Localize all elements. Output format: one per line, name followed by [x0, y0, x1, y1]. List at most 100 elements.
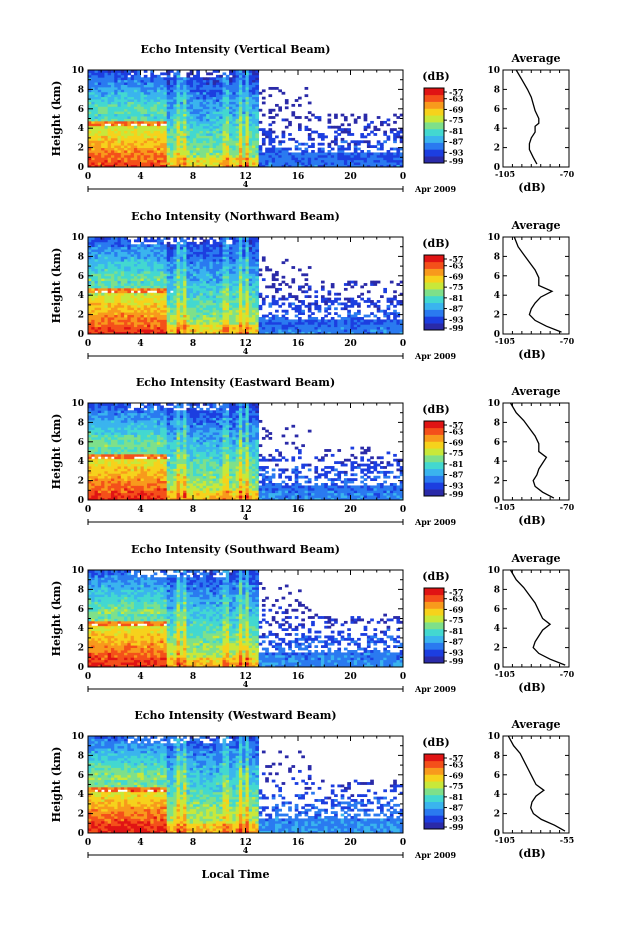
heatmap-cell [324, 331, 328, 335]
heatmap-cell [130, 270, 135, 274]
heatmap-cell [101, 70, 105, 73]
heatmap-cell [222, 270, 227, 274]
heatmap-cell [114, 261, 118, 265]
heatmap-cell [124, 270, 128, 274]
heatmap-cell [222, 258, 227, 262]
heatmap-cell [120, 300, 125, 303]
heatmap-cell [314, 319, 319, 323]
heatmap-cell [88, 140, 92, 144]
heatmap-cell [209, 91, 214, 95]
heatmap-cell [170, 307, 174, 311]
heatmap-cell [215, 273, 220, 277]
heatmap-cell [320, 280, 325, 284]
heatmap-cell [189, 314, 194, 318]
profile-frame [502, 69, 570, 168]
heatmap-cell [196, 300, 200, 303]
heatmap-cell [114, 135, 118, 139]
heatmap-cell [193, 280, 197, 284]
heatmap-cell [150, 304, 155, 308]
heatmap-cell [97, 111, 102, 115]
heatmap-cell [337, 159, 342, 163]
heatmap-cell [153, 321, 158, 325]
heatmap-cell [225, 79, 230, 83]
heatmap-cell [104, 82, 109, 85]
heatmap-cell [94, 321, 99, 325]
heatmap-cell [229, 77, 233, 81]
heatmap-cell [179, 164, 184, 168]
heatmap-cell [193, 307, 197, 311]
heatmap-cell [196, 326, 200, 330]
heatmap-cell [193, 300, 197, 303]
heatmap-cell [117, 128, 122, 132]
heatmap-cell [215, 331, 220, 335]
heatmap-cell [219, 86, 223, 90]
heatmap-cell [196, 150, 200, 153]
heatmap-cell [140, 116, 145, 119]
heatmap-cell [304, 152, 309, 156]
heatmap-cell [101, 125, 105, 129]
heatmap-cell [107, 140, 112, 144]
heatmap-cell [281, 261, 286, 265]
heatmap-cell [153, 103, 158, 107]
heatmap-cell [399, 159, 404, 163]
heatmap-cell [166, 297, 171, 301]
heatmap-cell [209, 154, 214, 158]
heatmap-cell [357, 142, 361, 146]
heatmap-cell [91, 317, 95, 320]
heatmap-cell [173, 147, 177, 151]
heatmap-cell [232, 302, 237, 306]
heatmap-cell [104, 135, 109, 139]
heatmap-cell [281, 314, 286, 318]
heatmap-cell [189, 302, 194, 306]
heatmap-cell [110, 152, 115, 156]
heatmap-cell [110, 72, 115, 76]
heatmap-cell [284, 159, 289, 163]
heatmap-cell [317, 319, 322, 323]
heatmap-cell [324, 154, 328, 158]
heatmap-cell [124, 147, 128, 151]
heatmap-cell [307, 304, 312, 308]
heatmap-cell [235, 108, 240, 112]
heatmap-cell [114, 237, 118, 240]
heatmap-cell [219, 321, 223, 325]
heatmap-cell [120, 72, 125, 76]
heatmap-cell [140, 135, 145, 139]
heatmap-cell [107, 329, 112, 332]
heatmap-cell [232, 125, 237, 129]
heatmap-cell [133, 258, 138, 262]
heatmap-cell [199, 162, 204, 165]
heatmap-cell [107, 133, 112, 136]
heatmap-cell [261, 297, 266, 301]
heatmap-cell [206, 86, 210, 90]
heatmap-cell [173, 300, 177, 303]
heatmap-cell [304, 164, 309, 168]
heatmap-cell [278, 162, 282, 165]
heatmap-cell [222, 256, 227, 260]
heatmap-cell [183, 135, 187, 139]
heatmap-cell [91, 150, 95, 153]
heatmap-cell [232, 84, 237, 88]
heatmap-cell [393, 152, 397, 156]
heatmap-cell [183, 324, 187, 328]
heatmap-cell [127, 290, 132, 294]
heatmap-cell [363, 154, 368, 158]
heatmap-cell [186, 106, 191, 110]
heatmap-cell [117, 246, 122, 250]
heatmap-cell [232, 106, 237, 110]
heatmap-cell [366, 140, 371, 144]
heatmap-cell [117, 300, 122, 303]
heatmap-cell [183, 266, 187, 269]
heatmap-cell [232, 329, 237, 332]
heatmap-cell [222, 273, 227, 277]
heatmap-cell [307, 101, 312, 105]
heatmap-cell [147, 108, 151, 112]
heatmap-cell [176, 111, 181, 115]
heatmap-cell [373, 128, 378, 132]
heatmap-cell [343, 154, 348, 158]
heatmap-cell [238, 152, 243, 156]
heatmap-cell [97, 152, 102, 156]
heatmap-cell [176, 304, 181, 308]
heatmap-cell [170, 326, 174, 330]
heatmap-cell [156, 157, 161, 161]
heatmap-cell [294, 326, 299, 330]
